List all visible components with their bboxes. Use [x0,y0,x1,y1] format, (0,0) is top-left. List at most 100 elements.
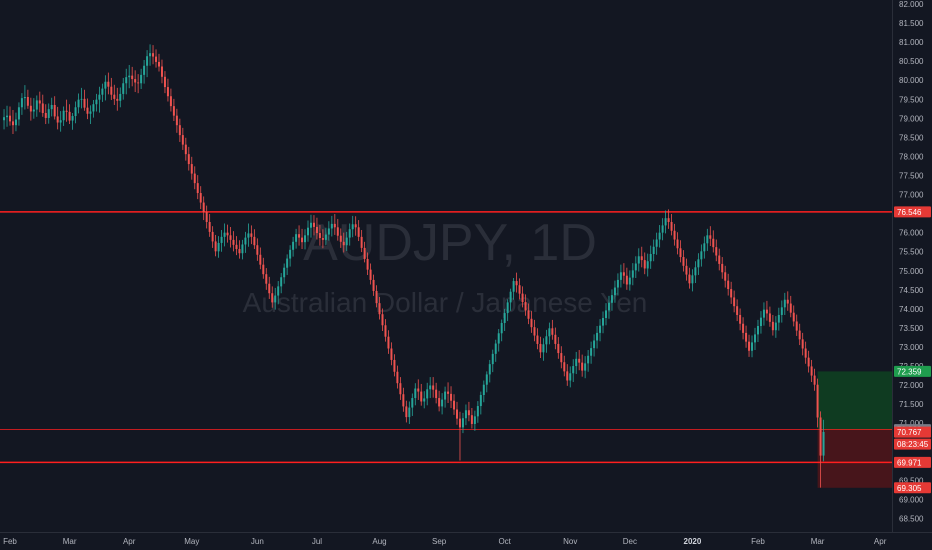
candle-201 [602,311,605,334]
candle-271 [810,359,813,383]
candle-body [423,398,426,402]
candle-body [506,302,509,314]
candle-56 [169,88,172,112]
candle-body [420,391,423,402]
candle-248 [742,317,745,340]
candle-body [339,235,342,242]
candle-197 [590,341,593,364]
candle-body [613,287,616,296]
price-tag-target-box [894,365,931,377]
candle-body [68,111,71,121]
candle-67 [202,196,205,221]
candle-body [458,418,461,428]
candle-body [780,307,783,315]
candle-211 [631,263,634,286]
candle-body [605,310,607,319]
candle-174 [521,286,524,308]
candle-body [813,375,816,385]
position-zones[interactable] [817,371,892,488]
candle-body [89,111,92,114]
time-axis[interactable]: Feb Mar Apr May Jun Jul Aug Sep Oct Nov Dec 2020 Feb… [3,537,887,546]
candle-244 [730,281,733,304]
candle-body [307,227,309,236]
candle-body [98,94,101,100]
candle-body [113,94,116,99]
candle-249 [745,325,748,348]
candle-7 [23,85,26,110]
candle-body [518,285,521,294]
candle-170 [509,288,512,311]
profit-zone[interactable] [817,371,892,430]
candle-120 [360,229,363,253]
candle-body [351,224,354,230]
candle-body [500,322,503,334]
candle-91 [274,287,277,310]
candle-body [360,236,363,248]
candle-body [393,359,396,372]
price-tag-target-text: 72.359 [897,367,922,376]
candle-48 [146,50,149,78]
candle-223 [667,209,670,229]
candle-30 [92,100,95,118]
candle-body [712,238,715,248]
candle-body [202,202,205,213]
candle-157 [470,407,473,429]
candle-body [631,270,634,278]
horizontal-lines[interactable] [0,211,893,464]
candle-108 [324,227,327,246]
candle-body [512,281,515,292]
candle-111 [333,213,336,235]
candle-body [65,110,68,112]
candle-258 [771,314,774,336]
candle-body [447,391,450,394]
candle-191 [572,359,575,383]
candle-147 [441,393,444,415]
candle-73 [220,229,223,252]
candle-body [369,269,372,280]
candle-261 [780,300,783,323]
candle-body [682,257,685,266]
candle-224 [670,213,673,236]
candle-body [596,332,599,341]
candle-46 [140,68,143,89]
candle-130 [390,342,393,366]
candle-255 [762,302,765,326]
candle-232 [694,261,697,283]
candle-230 [688,267,691,289]
candle-body [80,98,83,100]
price-tick-label-18: 77.500 [899,171,924,180]
candle-89 [268,276,271,299]
price-tag-support-box [894,456,931,468]
candle-body [524,302,527,311]
candle-123 [369,263,372,285]
candle-99 [298,225,301,246]
candle-body [628,277,631,285]
candle-body [131,75,134,80]
candle-231 [691,269,694,292]
candle-98 [295,228,298,249]
candle-90 [271,286,274,308]
candle-68 [205,205,208,229]
candle-body [453,400,456,410]
candle-210 [628,270,631,291]
candle-body [304,235,307,243]
candle-body [110,86,113,95]
candle-body [801,339,804,349]
candle-body [324,234,327,240]
candle-body [199,193,202,203]
candle-body [709,235,712,239]
candle-body [116,98,119,101]
candle-39 [119,87,122,108]
price-tick-label-1: 69.000 [899,495,924,504]
candle-body [92,104,95,112]
candle-body [560,353,563,363]
candle-body [292,241,295,250]
candle-body [658,232,661,240]
candle-162 [485,371,488,393]
loss-zone[interactable] [817,429,892,488]
candle-body [140,74,143,84]
candle-body [208,221,211,232]
candle-77 [232,231,235,252]
